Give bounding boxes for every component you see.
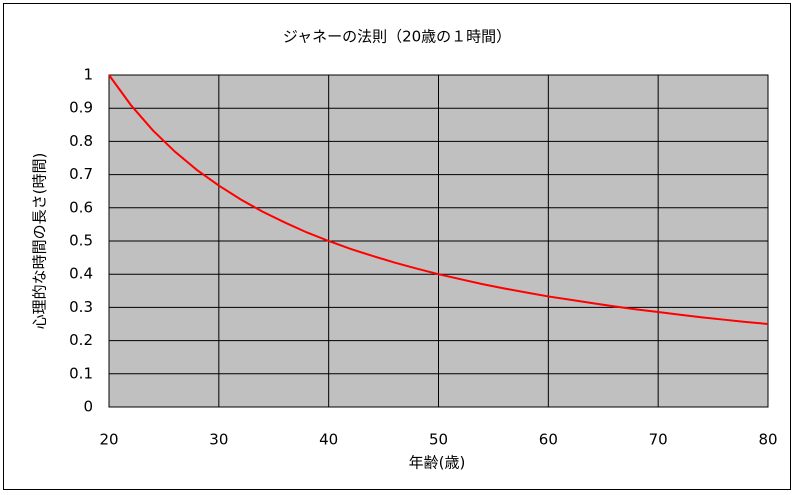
x-axis-label: 年齢(歳)	[409, 454, 466, 472]
y-tick-label: 0.9	[69, 99, 93, 117]
x-tick-label: 70	[649, 431, 668, 449]
x-tick-label: 20	[99, 431, 118, 449]
x-tick-label: 50	[429, 431, 448, 449]
y-tick-label: 0.8	[69, 132, 93, 150]
y-tick-label: 0.5	[69, 232, 93, 250]
data-line	[108, 74, 769, 325]
x-tick-label: 80	[758, 431, 777, 449]
y-tick-label: 0.4	[69, 265, 93, 283]
x-tick-label: 40	[319, 431, 338, 449]
y-tick-label: 0.2	[69, 331, 93, 349]
chart-title: ジャネーの法則（20歳の１時間）	[283, 28, 511, 46]
y-tick-label: 0.3	[69, 298, 93, 316]
y-tick-label: 0.6	[69, 198, 93, 216]
y-tick-label: 0.7	[69, 165, 93, 183]
x-tick-label: 60	[539, 431, 558, 449]
y-axis-label: 心理的な時間の長さ(時間)	[31, 153, 49, 330]
x-tick-label: 30	[209, 431, 228, 449]
y-tick-label: 0.1	[69, 364, 93, 382]
y-tick-label: 0	[83, 398, 93, 416]
y-tick-label: 1	[83, 66, 93, 84]
